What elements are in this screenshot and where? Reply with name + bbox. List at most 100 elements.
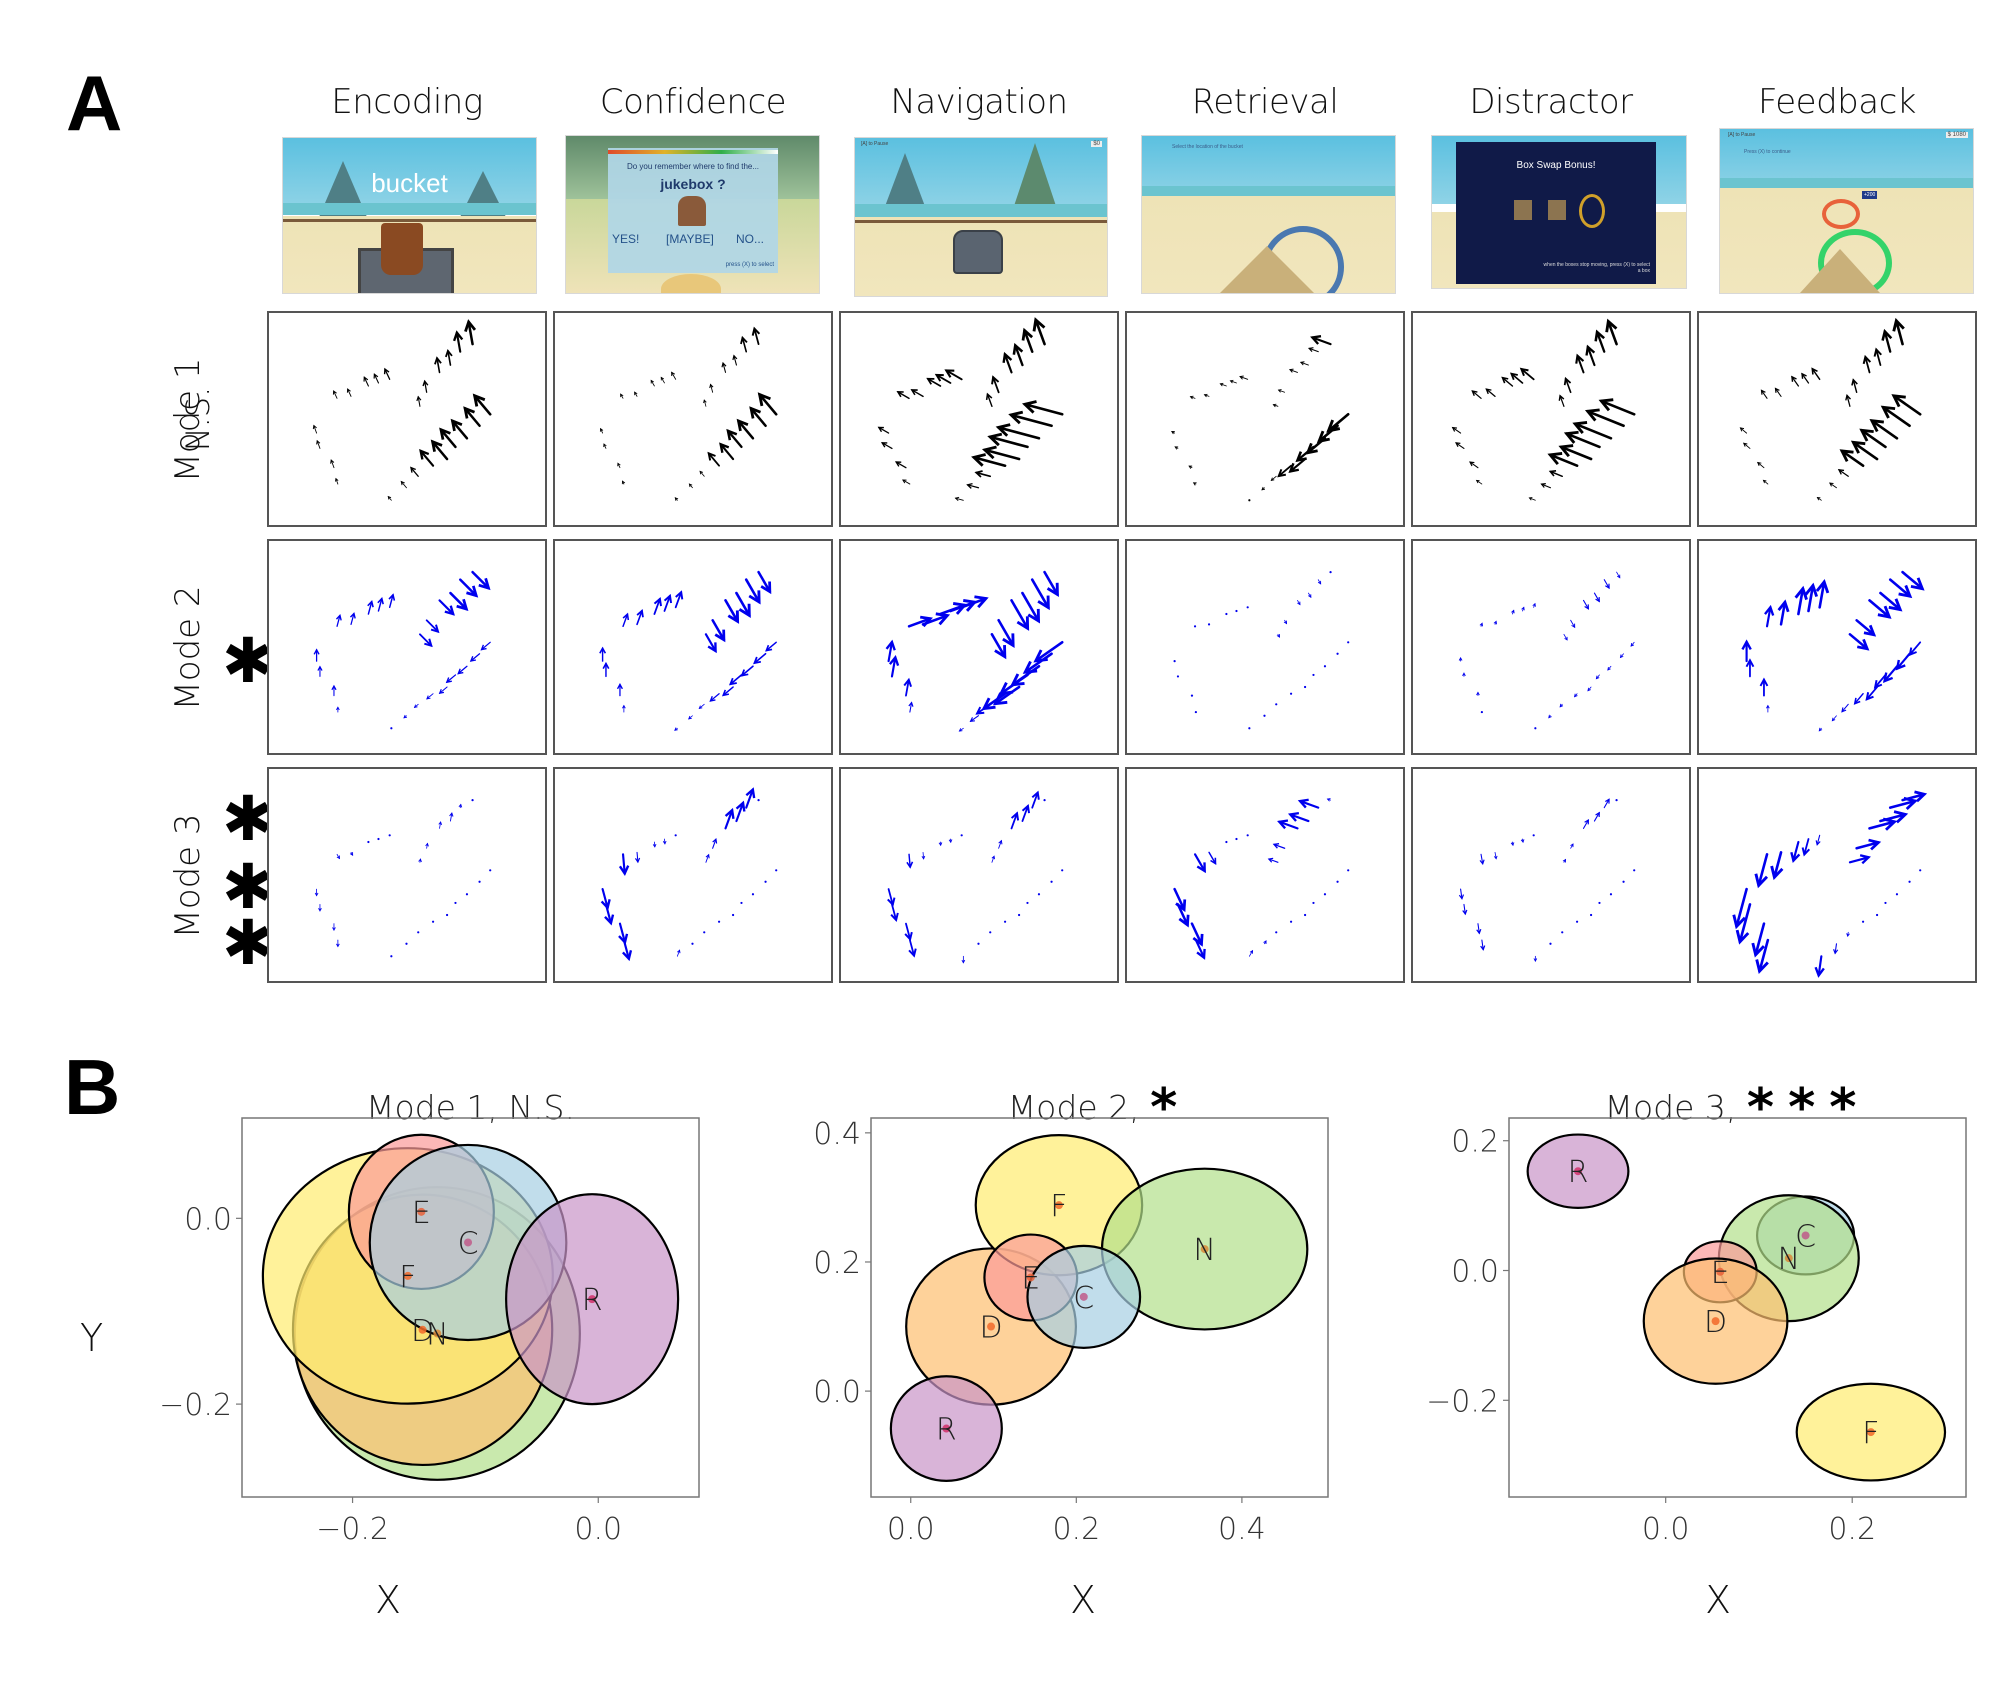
quiver-arrow (1480, 939, 1486, 951)
quiver-arrow (1336, 880, 1339, 883)
quiver-arrow (1267, 857, 1279, 863)
column-title-encoding: Encoding (331, 82, 483, 122)
quiver-arrow (660, 376, 665, 384)
quiver-arrow (332, 390, 338, 399)
quiver-arrow (1276, 633, 1280, 638)
quiver-arrow (751, 893, 755, 896)
quiver-arrow (1534, 727, 1537, 730)
quiver-panel-mode-3-encoding (267, 767, 547, 983)
quiver-arrow (1743, 442, 1751, 449)
player-avatar (661, 274, 721, 293)
quiver-arrow (377, 596, 384, 612)
quiver-arrow (719, 442, 735, 461)
quiver-arrow (1848, 633, 1870, 651)
quiver-panel-mode-1-encoding (267, 311, 547, 527)
panel-letter-b: B (64, 1043, 121, 1131)
quiver-arrow (732, 354, 738, 366)
quiver-arrow (1479, 853, 1485, 866)
quiver-arrow (1853, 692, 1864, 705)
quiver-arrow (985, 392, 993, 408)
quiver-arrow (1323, 665, 1327, 668)
quiver-arrow (390, 955, 393, 958)
quiver-arrow (906, 853, 914, 869)
quiver-arrow (622, 612, 630, 628)
quiver-arrow (438, 599, 455, 616)
chart-title-mode-3: Mode 3, *** (1509, 1078, 1966, 1138)
ellipse-label-N: N (1778, 1242, 1800, 1277)
quiver-arrow (745, 787, 756, 809)
confidence-hint: press (X) to select (725, 262, 774, 268)
quiver-arrow (887, 888, 896, 907)
quiver-arrow (1762, 479, 1769, 485)
quiver-plot (1171, 335, 1350, 502)
quiver-arrow (1794, 585, 1808, 616)
quiver-arrow (1288, 457, 1307, 474)
thumbnail-encoding: bucket (282, 137, 537, 294)
quiver-arrow (1540, 483, 1552, 489)
quiver-panel-mode-2-encoding (267, 539, 547, 755)
quiver-arrow (1755, 938, 1770, 975)
quiver-arrow (335, 614, 342, 627)
quiver-arrow (1732, 887, 1748, 930)
quiver-arrow (445, 674, 457, 684)
quiver-arrow (698, 703, 705, 710)
distractor-dialog: Box Swap Bonus! when the boxes stop movi… (1456, 142, 1656, 284)
quiver-arrow (921, 851, 926, 860)
row-significance-mode-1: N.S. (179, 386, 217, 452)
quiver-arrow (711, 619, 726, 643)
quiver-arrow (454, 901, 457, 905)
centroid-dot-N (1784, 1254, 1793, 1263)
quiver-panel-mode-1-distractor (1411, 311, 1691, 527)
quiver-arrow (991, 375, 1000, 394)
confidence-dialog: Do you remember where to find the... juk… (608, 148, 778, 273)
quiver-arrow (1194, 710, 1197, 714)
quiver-arrow (650, 379, 655, 387)
quiver-arrow (1605, 318, 1618, 346)
quiver-arrow (387, 495, 392, 501)
quiver-arrow (422, 379, 429, 393)
quiver-arrow (1582, 818, 1589, 829)
quiver-arrow (736, 418, 755, 440)
quiver-arrow (1225, 612, 1228, 616)
quiver-arrow (469, 653, 481, 662)
plot-frame (870, 1117, 1329, 1498)
quiver-arrow (1225, 840, 1228, 844)
column-title-distractor: Distractor (1469, 82, 1633, 122)
chart-title-mode-1: Mode 1, N.S. (242, 1078, 699, 1138)
quiver-arrow (910, 389, 924, 398)
quiver-arrow (757, 392, 778, 416)
quiver-arrow (349, 612, 356, 626)
x-tick-label: 0.4 (1218, 1512, 1266, 1547)
quiver-arrow (877, 426, 890, 434)
quiver-arrow (1521, 606, 1525, 612)
quiver-arrow (1919, 869, 1922, 872)
quiver-arrow (1033, 641, 1064, 663)
quiver-panel-mode-2-confidence (553, 539, 833, 755)
x-tick-label: 0.0 (574, 1512, 622, 1547)
y-tick-label: −0.2 (159, 1388, 232, 1423)
quiver-arrow (726, 428, 743, 449)
quiver-arrow (1480, 710, 1483, 714)
y-tick-label: −0.2 (1426, 1384, 1499, 1419)
y-tick-label: 0.2 (813, 1246, 861, 1281)
quiver-arrow (1008, 410, 1053, 428)
quiver-arrow (1873, 347, 1882, 366)
quiver-arrow (1880, 405, 1911, 428)
quiver-plot (887, 790, 1064, 964)
quiver-plot (877, 317, 1064, 502)
quiver-plot (1458, 798, 1636, 963)
distractor-heading: Box Swap Bonus! (1516, 160, 1596, 171)
quiver-arrow (721, 361, 727, 373)
quiver-arrow (1563, 633, 1568, 641)
quiver-arrow (712, 838, 718, 849)
x-tick-label: 0.0 (887, 1512, 935, 1547)
quiver-arrow (1598, 901, 1601, 905)
quiver-arrow (1745, 658, 1755, 678)
quiver-arrow (1770, 851, 1784, 881)
quiver-arrow (751, 326, 761, 345)
quiver-arrow (413, 703, 419, 708)
quiver-arrow (621, 480, 626, 485)
quiver-arrow (1171, 431, 1175, 435)
quiver-arrow (403, 714, 408, 719)
quiver-arrow (604, 903, 615, 926)
